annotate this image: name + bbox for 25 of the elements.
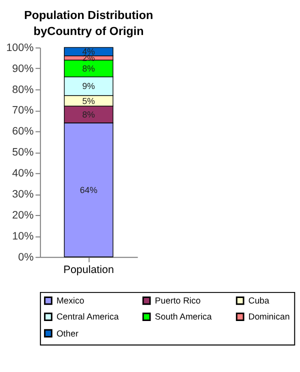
legend-label: Central America — [56, 312, 119, 322]
y-tick-label: 50% — [12, 146, 34, 159]
y-tick-label: 100% — [6, 42, 34, 54]
y-tick-label: 10% — [12, 230, 34, 242]
legend-label: Dominican — [248, 312, 290, 322]
chart-title: Population Distribution byCountry of Origin — [24, 9, 154, 38]
y-tick-label: 30% — [12, 188, 34, 200]
y-tick-label: 80% — [12, 84, 34, 96]
legend-label: Puerto Rico — [154, 296, 201, 306]
y-tick-label: 40% — [12, 168, 34, 180]
data-label: 5% — [82, 96, 96, 106]
data-label: 8% — [82, 109, 96, 120]
y-tick-label: 90% — [12, 62, 34, 75]
y-tick-label: 60% — [12, 126, 34, 138]
data-label: 9% — [82, 81, 96, 92]
legend-label: Mexico — [56, 296, 84, 306]
data-label: 8% — [82, 63, 96, 74]
legend-label: Cuba — [248, 296, 270, 306]
x-tick-label: Population — [63, 264, 114, 276]
data-label: 64% — [80, 184, 98, 195]
y-tick-label: 70% — [12, 104, 34, 117]
legend-label: Other — [56, 328, 78, 338]
legend-label: South America — [154, 312, 212, 322]
y-tick-label: 0% — [18, 251, 34, 264]
y-tick-label: 20% — [12, 209, 34, 222]
